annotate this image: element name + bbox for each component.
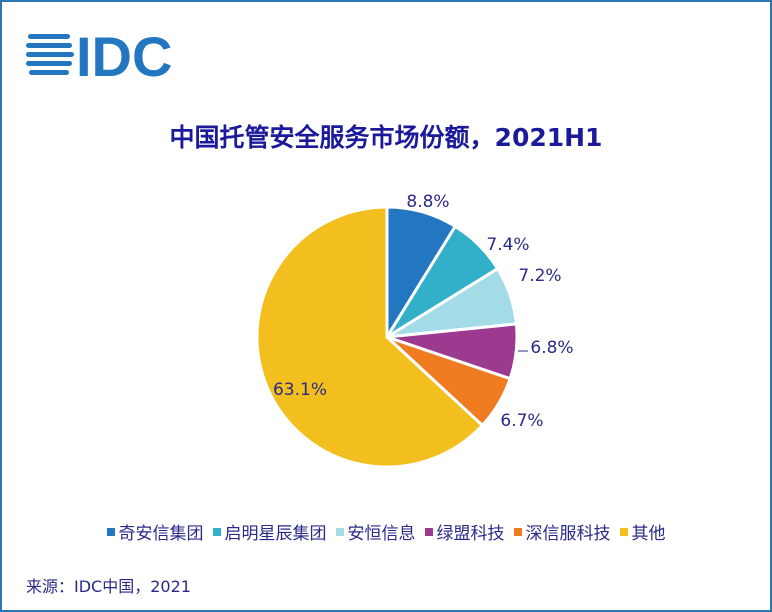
legend-item: 其他 [619,519,666,544]
legend-item: 绿盟科技 [424,519,505,544]
data-label-5: 63.1% [273,380,327,400]
data-label-0: 8.8% [406,192,449,212]
legend-label: 启明星辰集团 [224,524,327,544]
data-label-3: 6.8% [530,338,573,358]
legend-item: 启明星辰集团 [212,519,327,544]
legend-swatch [424,527,433,536]
legend-swatch [106,527,115,536]
pie-slice-5 [255,205,485,469]
legend-swatch [212,527,221,536]
legend-item: 奇安信集团 [106,519,204,544]
legend-swatch [619,527,628,536]
legend-label: 绿盟科技 [436,524,505,544]
logo-text: IDC [76,28,172,84]
chart-title: 中国托管安全服务市场份额，2021H1 [169,123,603,152]
idc-logo: IDC [26,25,186,88]
data-label-1: 7.4% [486,235,529,255]
legend-label: 安恒信息 [347,524,416,544]
legend-label: 其他 [631,524,666,544]
legend-swatch [335,527,344,536]
legend-label: 深信服科技 [525,524,611,544]
legend-item: 安恒信息 [335,519,416,544]
data-label-4: 6.7% [500,411,543,431]
source-note: 来源：IDC中国，2021 [26,577,191,596]
legend: 奇安信集团 启明星辰集团 安恒信息 绿盟科技 深信服科技 其他 [0,519,772,544]
legend-label: 奇安信集团 [118,524,204,544]
legend-swatch [513,527,522,536]
legend-item: 深信服科技 [513,519,611,544]
data-label-2: 7.2% [518,266,561,286]
